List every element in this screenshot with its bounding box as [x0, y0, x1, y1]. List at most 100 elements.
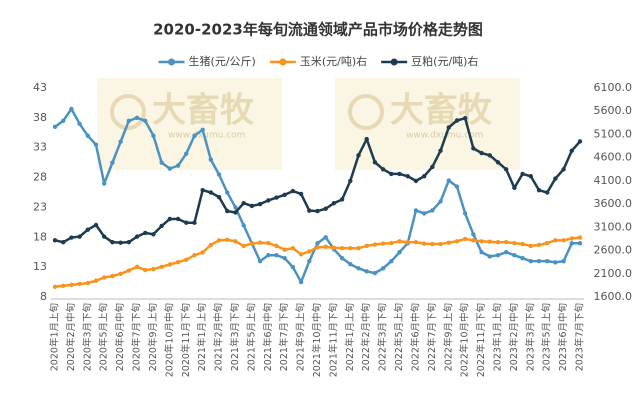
data-point: [569, 241, 574, 246]
x-tick-label: 2020年2月中旬: [65, 303, 77, 371]
x-tick-label: 2023年2月中旬: [508, 303, 520, 371]
x-tick-label: 2023年5月上旬: [541, 303, 553, 371]
data-point: [233, 239, 238, 244]
data-point: [257, 201, 263, 207]
watermark-text: 大畜牧: [152, 91, 255, 131]
data-point: [184, 220, 189, 225]
data-point: [544, 258, 550, 264]
data-point: [52, 284, 58, 289]
data-point: [282, 247, 287, 252]
data-point: [143, 230, 148, 236]
data-point: [503, 250, 509, 255]
data-point: [159, 223, 164, 229]
data-point: [167, 216, 173, 222]
data-point: [249, 241, 255, 246]
data-point: [192, 253, 197, 258]
data-point: [126, 239, 132, 245]
data-point: [462, 211, 468, 216]
data-point: [348, 178, 353, 184]
data-point: [569, 148, 574, 153]
data-point: [52, 238, 58, 243]
data-point: [134, 115, 140, 121]
data-point: [274, 243, 279, 249]
data-point: [315, 245, 320, 250]
data-point: [208, 190, 214, 195]
data-point: [421, 174, 427, 179]
data-point: [298, 279, 304, 285]
chart-title: 2020-2023年每旬流通领域产品市场价格走势图: [153, 21, 483, 39]
data-point: [225, 208, 230, 214]
legend-item: 玉米(元/吨)右: [269, 54, 367, 68]
data-point: [487, 254, 492, 259]
watermark-logo: [110, 94, 146, 130]
legend-marker: [390, 58, 398, 66]
data-point: [413, 178, 419, 184]
data-point: [553, 238, 558, 243]
data-point: [93, 142, 99, 147]
y2-tick-label: 3600.0: [594, 197, 633, 210]
y2-tick-label: 5600.0: [594, 104, 633, 117]
data-point: [225, 190, 230, 195]
data-point: [454, 184, 460, 189]
data-point: [266, 240, 271, 246]
x-tick-label: 2023年3月下旬: [524, 303, 536, 371]
data-point: [290, 246, 296, 251]
data-point: [77, 234, 82, 239]
x-tick-label: 2021年10月中旬: [311, 303, 323, 377]
data-point: [397, 250, 402, 255]
data-point: [339, 197, 345, 202]
data-point: [430, 241, 435, 247]
data-point: [512, 185, 517, 191]
legend: 生猪(元/公斤) 玉米(元/吨)右 豆粕(元/吨)右: [158, 54, 478, 68]
data-point: [282, 192, 287, 198]
x-tick-label: 2021年1月上旬: [196, 303, 208, 371]
data-point: [503, 239, 509, 245]
x-tick-label: 2023年7月下旬: [574, 303, 586, 371]
data-point: [102, 181, 107, 186]
data-point: [323, 235, 328, 240]
data-point: [315, 241, 320, 246]
data-point: [372, 160, 378, 165]
data-point: [151, 266, 156, 272]
data-point: [110, 160, 115, 165]
x-tick-label: 2021年3月下旬: [229, 303, 241, 371]
data-point: [225, 237, 230, 243]
data-point: [77, 281, 82, 287]
data-point: [134, 264, 140, 270]
data-point: [77, 121, 82, 127]
data-point: [421, 211, 427, 216]
data-point: [126, 118, 132, 124]
data-point: [61, 118, 66, 124]
data-point: [553, 260, 558, 265]
data-point: [372, 270, 378, 276]
data-point: [479, 239, 484, 244]
data-point: [471, 238, 476, 243]
data-point: [413, 208, 419, 213]
x-tick-label: 2022年9月上旬: [442, 303, 454, 371]
data-point: [569, 236, 574, 241]
data-point: [528, 258, 533, 264]
data-point: [577, 235, 583, 240]
data-point: [544, 190, 550, 195]
data-point: [110, 239, 115, 245]
data-point: [307, 258, 312, 264]
y2-tick-label: 2100.0: [594, 267, 633, 280]
data-point: [479, 250, 484, 255]
data-point: [93, 278, 99, 283]
data-point: [438, 148, 443, 153]
x-tick-label: 2022年6月中旬: [409, 303, 421, 371]
data-point: [520, 255, 525, 261]
data-point: [200, 187, 205, 193]
data-point: [298, 252, 304, 257]
y2-tick-label: 2600.0: [594, 244, 633, 257]
data-point: [233, 205, 238, 210]
data-point: [331, 200, 337, 206]
data-point: [266, 253, 271, 258]
data-point: [200, 250, 205, 255]
data-point: [389, 258, 394, 264]
data-point: [577, 241, 583, 246]
data-point: [348, 261, 353, 267]
data-point: [159, 160, 164, 165]
data-point: [454, 118, 460, 123]
x-tick-label: 2022年10月中旬: [459, 303, 471, 377]
